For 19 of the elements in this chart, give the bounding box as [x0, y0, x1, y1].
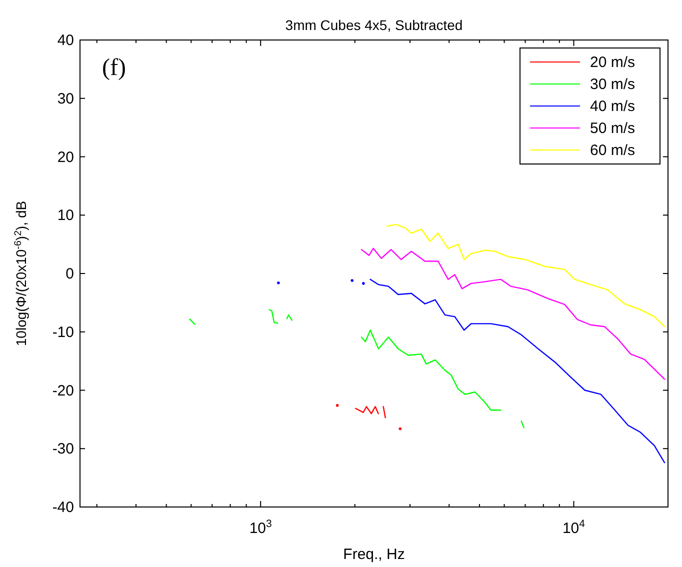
y-tick-label: -30 — [52, 440, 74, 458]
legend-label: 20 m/s — [590, 54, 636, 71]
annotation: (f) — [102, 55, 126, 81]
x-tick-label: 10$^{3}$ — [249, 518, 272, 537]
y-tick-label: -40 — [52, 499, 74, 516]
x-tick-label: 10$^{4}$ — [562, 518, 586, 537]
legend-label: 50 m/s — [590, 120, 636, 137]
y-tick-label: 0 — [66, 266, 74, 282]
legend-label: 60 m/s — [590, 142, 636, 159]
y-tick-label: 20 — [57, 148, 74, 166]
chart-title: 3mm Cubes 4x5, Subtracted — [285, 17, 463, 33]
y-tick-label: 40 — [57, 32, 74, 49]
y-tick-label: -20 — [52, 382, 74, 400]
y-tick-label: -10 — [52, 324, 74, 341]
y-tick-label: 10 — [57, 207, 74, 224]
legend-label: 40 m/s — [590, 98, 636, 115]
legend-label: 30 m/s — [590, 76, 636, 93]
y-tick-label: 30 — [57, 90, 74, 108]
x-axis-title: Freq., Hz — [343, 546, 405, 563]
